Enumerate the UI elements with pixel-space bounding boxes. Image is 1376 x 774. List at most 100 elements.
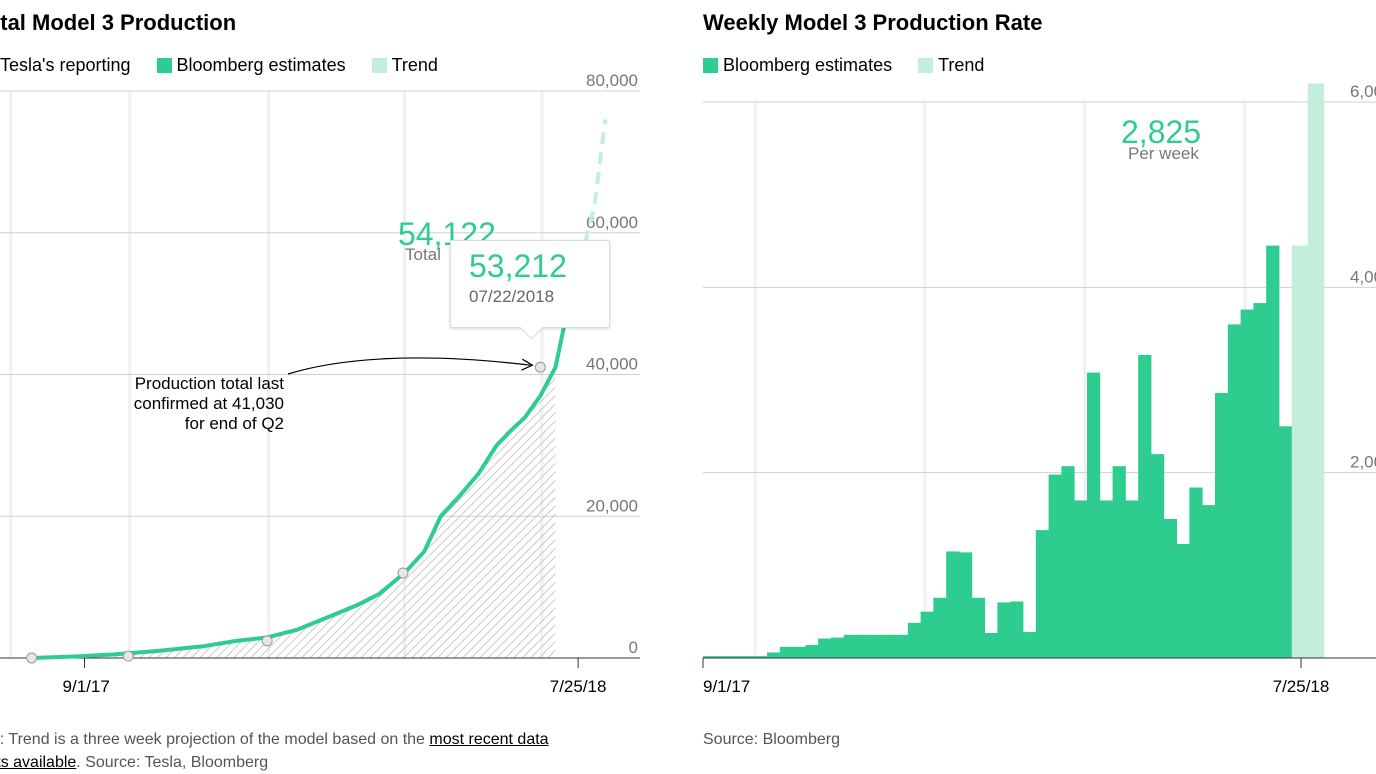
estimate-bar [754,656,768,658]
estimate-bar [1023,632,1037,658]
annotation-line-3: for end of Q2 [184,414,284,433]
estimate-bar [1266,245,1280,658]
y-tick-label: 60,000 [586,213,638,232]
estimate-bar [1112,466,1126,658]
left-note: Note: Trend is a three week projection o… [0,728,566,774]
left-panel: Total Model 3 Production Tesla's reporti… [0,0,660,774]
x-tick-label: 7/25/18 [1273,677,1330,696]
cumulative-production-chart: 0 20,000 40,000 60,000 80,000 9/1/17 7/25/18 [0,71,640,696]
annotation-line-1: Production total last [134,374,284,393]
legend-label-tesla: Tesla's reporting [0,55,131,75]
estimate-bar [869,634,883,658]
y-tick-label: 4,000 [1350,267,1376,286]
legend-swatch-bloomberg [156,58,172,73]
x-tick-label: 9/1/17 [63,677,110,696]
estimate-bar [1035,530,1049,658]
tesla-report-point [26,652,38,664]
y-tick-label: 2,000 [1350,453,1376,472]
estimate-bar [1138,354,1152,658]
estimate-bar [805,645,819,658]
weekly-value: 2,825 [1121,114,1202,150]
estimate-bar [882,634,896,658]
estimate-bar [1125,500,1139,658]
y-tick-label: 80,000 [586,71,638,90]
estimate-bar [1010,601,1024,658]
left-chart-title: Total Model 3 Production [0,10,237,35]
tesla-report-point [534,361,546,373]
legend-label-bloomberg-right: Bloomberg estimates [723,55,893,75]
estimate-bar [946,551,960,658]
estimate-bar [831,637,845,658]
estimate-bar [703,656,717,658]
right-panel: Weekly Model 3 Production Rate Bloomberg… [660,0,1376,774]
trend-line [571,119,608,282]
right-source: Source: Bloomberg [703,731,840,748]
estimate-bar [1087,372,1101,658]
estimate-bar [792,646,806,658]
most-recent-link[interactable]: most recent data points available [0,731,549,771]
tooltip-date: 07/22/2018 [469,287,555,306]
y-tick-label: 40,000 [586,355,638,374]
estimate-bar [959,552,973,658]
estimate-bar [843,634,857,658]
estimate-bar [1279,426,1293,658]
estimate-bar [1227,324,1241,658]
legend-item-trend-right: Trend [918,55,984,76]
tesla-report-point [397,567,409,579]
tesla-report-point [122,650,134,662]
total-label: Total [405,245,441,264]
estimate-bar [818,638,832,658]
right-chart-title: Weekly Model 3 Production Rate [703,10,1043,35]
estimate-bar [933,597,947,658]
hover-tooltip: 53,212 07/22/2018 [450,240,610,328]
legend-label-trend-right: Trend [938,55,985,75]
estimate-bar [920,611,934,658]
legend-item-bloomberg: Bloomberg estimates [156,55,346,76]
estimate-bar [1189,487,1203,658]
estimate-bar [1099,500,1113,658]
legend-swatch-trend [371,58,387,73]
tesla-reporting-area [31,367,556,658]
weekly-production-chart: 2,000 4,000 6,000 9/1/17 7/25/18 [702,82,1376,696]
x-tick-label: 9/1/17 [703,677,750,696]
left-legend: Tesla's reporting Bloomberg estimates Tr… [0,55,464,76]
tooltip-value: 53,212 [469,248,567,284]
estimate-bar [1074,500,1088,658]
estimate-bar [1048,474,1062,658]
bloomberg-estimates-line [31,280,576,660]
note-suffix: . Source: Tesla, Bloomberg [76,754,269,771]
y-tick-label: 20,000 [586,496,638,515]
y-tick-label: 6,000 [1350,82,1376,101]
legend-label-trend: Trend [391,55,438,75]
estimate-bar [1151,454,1165,658]
legend-label-bloomberg: Bloomberg estimates [176,55,346,75]
estimate-bar [1253,303,1267,658]
note-prefix: Note: Trend is a three week projection o… [0,731,430,748]
estimate-bar [971,597,985,658]
annotation-arrow [287,357,531,375]
estimate-bar [1240,309,1254,658]
legend-item-trend: Trend [371,55,438,76]
legend-item-tesla: Tesla's reporting [0,55,131,76]
legend-swatch-trend-right [918,58,934,73]
tesla-report-point [261,635,273,647]
estimate-bar [856,634,870,658]
estimate-bar [1202,505,1216,658]
estimate-bar [779,646,793,658]
legend-swatch-bloomberg-right [703,58,718,73]
estimate-bar [1176,544,1190,658]
estimate-bar [907,622,921,658]
estimate-bar [715,656,729,658]
estimate-bar [741,656,755,658]
annotation-arrowhead [521,358,534,371]
trend-bar [1307,83,1325,658]
estimate-bar [1061,466,1075,658]
estimate-bar [728,656,742,658]
estimate-bar [1215,392,1229,658]
weekly-label: Per week [1128,144,1199,163]
q2-annotation: Production total last confirmed at 41,03… [134,374,284,434]
annotation-line-2: confirmed at 41,030 [133,394,284,413]
legend-item-bloomberg-right: Bloomberg estimates [703,55,892,76]
right-legend: Bloomberg estimates Trend [703,55,1010,76]
x-tick-label: 7/25/18 [550,677,607,696]
